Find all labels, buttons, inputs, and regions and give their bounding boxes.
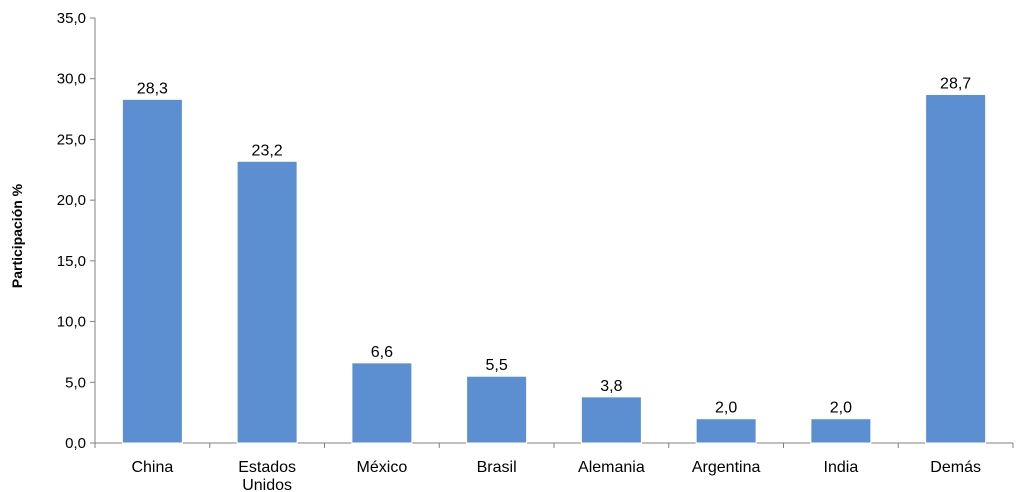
x-category-label: Estados Unidos xyxy=(238,459,296,492)
x-category-label: Brasil xyxy=(477,459,517,476)
x-category-label-line: Alemania xyxy=(578,459,645,476)
y-axis-title: Participación % xyxy=(9,183,25,288)
bar xyxy=(466,375,528,444)
y-tick-label: 10,0 xyxy=(57,314,86,331)
y-tick-label: 20,0 xyxy=(57,192,86,209)
bar xyxy=(810,418,872,444)
data-labels: 28,3 23,2 6,6 5,5 3,8 2,0 2,0 28,7 xyxy=(137,76,971,417)
x-category-label: Demás xyxy=(930,459,981,476)
y-tick-label: 25,0 xyxy=(57,131,86,148)
axes xyxy=(94,18,1014,448)
x-category-label-line: Demás xyxy=(930,459,981,476)
y-axis-title-group: Participación % xyxy=(9,183,25,288)
x-category-label-line: Estados xyxy=(238,459,296,476)
data-label: 6,6 xyxy=(371,344,393,361)
x-category-label: Alemania xyxy=(578,459,645,476)
x-category-label-line: Brasil xyxy=(477,459,517,476)
y-tick-label: 30,0 xyxy=(57,71,86,88)
data-label: 2,0 xyxy=(830,400,852,417)
data-label: 5,5 xyxy=(486,357,508,374)
data-label: 23,2 xyxy=(252,142,283,159)
data-label: 28,3 xyxy=(137,80,168,97)
bar xyxy=(121,98,183,444)
y-tick-label: 5,0 xyxy=(65,374,86,391)
bar xyxy=(236,160,298,444)
y-ticks: 0,0 5,0 10,0 15,0 20,0 25,0 30,0 35,0 xyxy=(57,10,95,452)
x-category-label-line: China xyxy=(131,459,173,476)
x-category-label-line: India xyxy=(824,459,859,476)
x-category-label: Argentina xyxy=(692,459,761,476)
bar xyxy=(351,362,413,444)
x-category-label-line: Argentina xyxy=(692,459,761,476)
x-category-label: México xyxy=(357,459,408,476)
bars xyxy=(121,94,987,444)
bar xyxy=(580,396,642,444)
x-category-label-line: Unidos xyxy=(242,477,292,492)
y-tick-label: 35,0 xyxy=(57,10,86,27)
x-category-label: India xyxy=(824,459,859,476)
x-labels: China Estados Unidos México Brasil Alemania Ar… xyxy=(131,459,981,492)
data-label: 2,0 xyxy=(715,400,737,417)
bar xyxy=(695,418,757,444)
y-tick-label: 15,0 xyxy=(57,253,86,270)
x-category-label-line: México xyxy=(357,459,408,476)
bar xyxy=(925,94,987,444)
x-category-label: China xyxy=(131,459,173,476)
data-label: 3,8 xyxy=(600,378,622,395)
y-tick-label: 0,0 xyxy=(65,435,86,452)
data-label: 28,7 xyxy=(940,76,971,93)
